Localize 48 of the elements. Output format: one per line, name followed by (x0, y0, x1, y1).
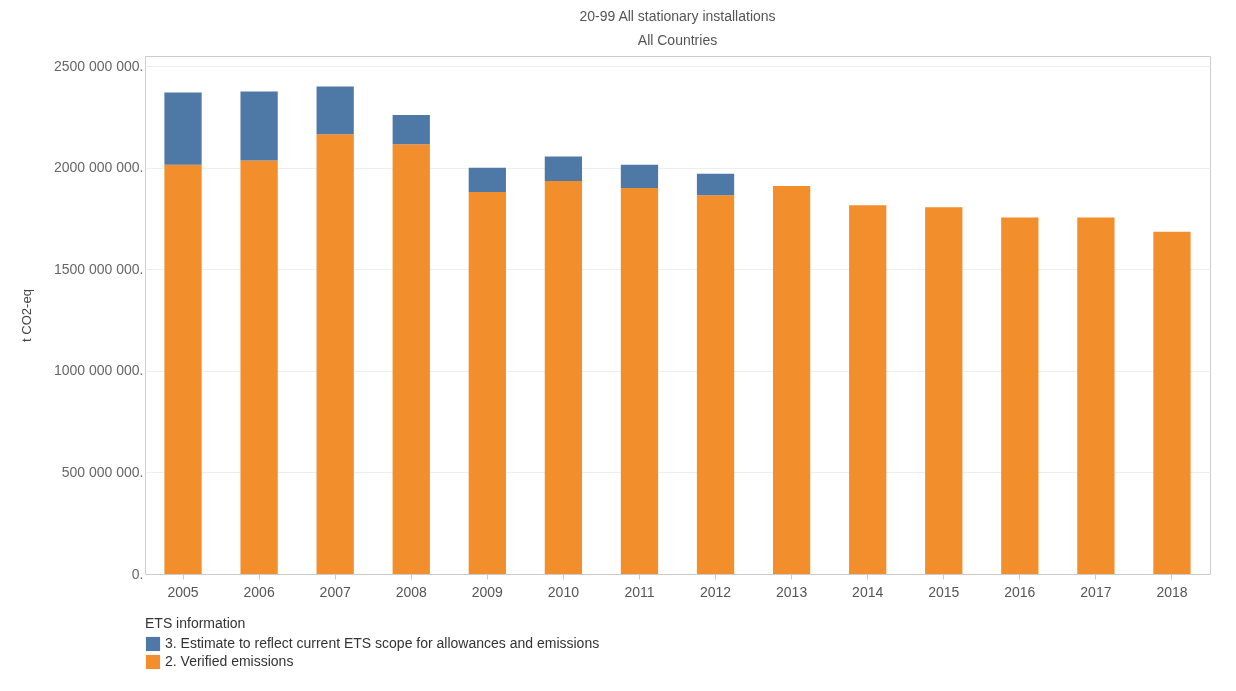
x-tick-label: 2013 (776, 583, 808, 600)
bar (240, 91, 278, 161)
x-tick-label: 2018 (1156, 583, 1188, 600)
bar (696, 173, 735, 196)
bar (544, 180, 583, 574)
y-tick-label: 500 000 000. (61, 463, 144, 480)
x-tick-label: 2011 (624, 583, 655, 600)
x-tick-label: 2005 (167, 583, 199, 600)
x-tick-label: 2017 (1080, 583, 1112, 600)
legend-title: ETS information (145, 615, 246, 631)
bar (392, 114, 430, 145)
bar (164, 164, 202, 574)
y-tick-label: 1500 000 000. (53, 260, 144, 277)
chart-subtitle: All Countries (637, 32, 718, 48)
x-tick-label: 2008 (395, 583, 428, 600)
legend-label: 2. Verified emissions (165, 653, 294, 669)
bar (468, 167, 506, 193)
bar (468, 192, 506, 574)
bar (1077, 217, 1115, 574)
bar (316, 86, 354, 135)
bar (392, 144, 430, 574)
y-tick-label: 0. (131, 565, 144, 582)
y-tick-label: 1000 000 000. (53, 362, 144, 379)
bar (620, 164, 659, 189)
x-tick-label: 2016 (1004, 583, 1036, 600)
bar (316, 134, 354, 574)
x-tick-label: 2010 (547, 583, 580, 600)
y-axis-title: t CO2-eq (18, 289, 34, 342)
bar (544, 156, 583, 181)
bar (696, 195, 735, 574)
legend-label: 3. Estimate to reflect current ETS scope for allowances and emissions (165, 635, 600, 651)
x-tick-label: 2006 (243, 583, 275, 600)
y-tick-label: 2000 000 000. (53, 159, 144, 176)
bar (772, 186, 811, 574)
bar (925, 207, 963, 574)
x-tick-label: 2007 (319, 583, 351, 600)
x-tick-label: 2009 (471, 583, 504, 600)
bar (164, 92, 202, 165)
bar (620, 188, 659, 574)
bar (1153, 231, 1191, 574)
bar (849, 205, 887, 574)
y-tick-label: 2500 000 000. (53, 57, 144, 74)
chart-title: 20-99 All stationary installations (579, 8, 776, 24)
x-tick-label: 2014 (852, 583, 884, 600)
x-tick-label: 2015 (928, 583, 960, 600)
bar (1001, 217, 1039, 574)
bar (240, 160, 278, 574)
x-tick-label: 2012 (699, 583, 732, 600)
